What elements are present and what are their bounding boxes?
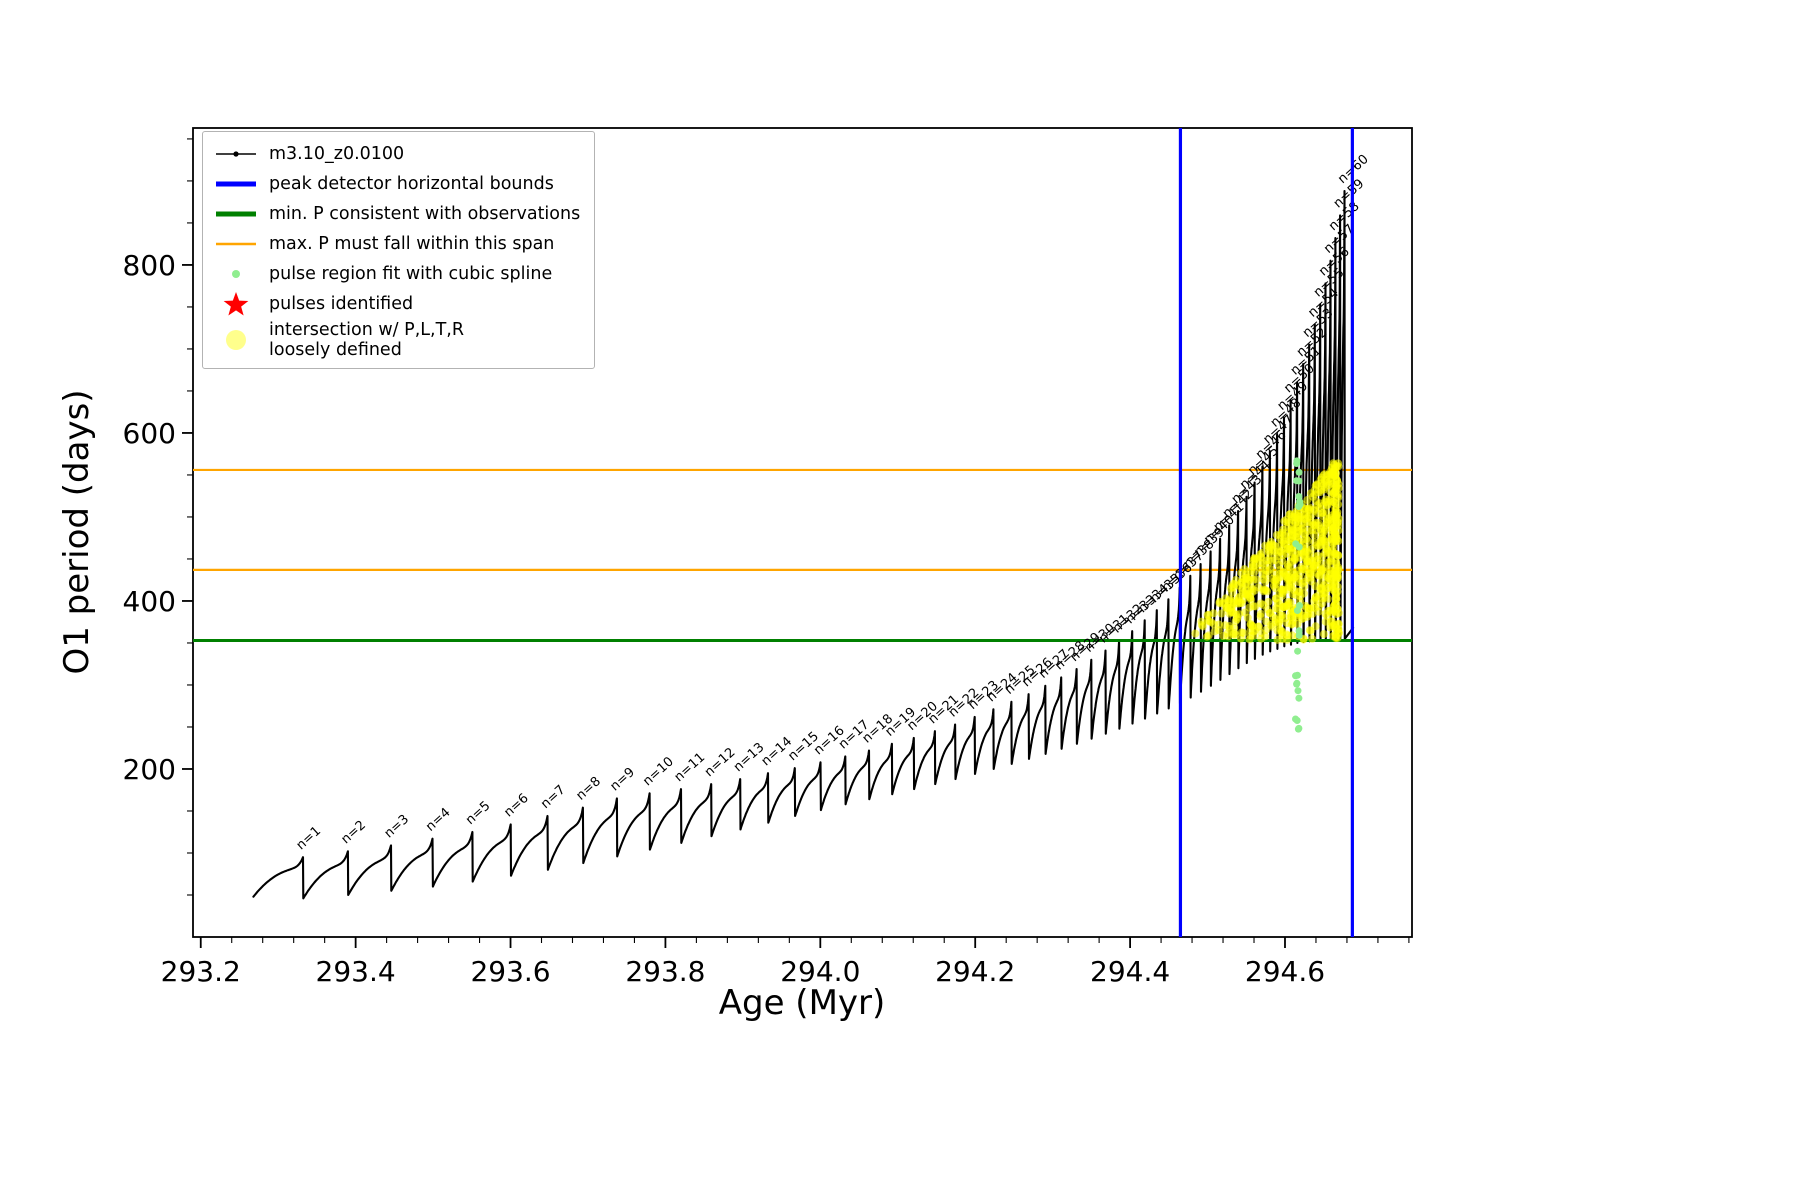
y-tick-label: 800 xyxy=(123,249,176,282)
legend-item-label: max. P must fall within this span xyxy=(269,233,555,254)
y-ticks: 200 400 600 800 xyxy=(123,138,193,896)
pulse-star-icon xyxy=(213,290,259,318)
legend-item: max. P must fall within this span xyxy=(213,230,580,258)
legend-item-label: m3.10_z0.0100 xyxy=(269,143,405,164)
overlay-blue-lines xyxy=(1178,128,1354,937)
pulse-label: n=6 xyxy=(501,791,531,820)
overlay-spline-scatter xyxy=(1292,457,1304,733)
x-tick-label: 294.4 xyxy=(1090,955,1170,988)
x-tick-label: 293.2 xyxy=(161,955,241,988)
pulse-label: n=7 xyxy=(538,782,568,811)
pulse-label: n=4 xyxy=(423,805,453,834)
spline-dot-icon xyxy=(213,260,259,288)
x-tick-label: 293.6 xyxy=(470,955,550,988)
x-tick-label: 293.4 xyxy=(316,955,396,988)
overlay-yellow-scatter xyxy=(1191,459,1343,644)
legend-item: pulses identified xyxy=(213,290,580,318)
y-tick-label: 200 xyxy=(123,753,176,786)
legend-item: peak detector horizontal bounds xyxy=(213,170,580,198)
min-period-line-icon xyxy=(213,200,259,228)
x-tick-label: 294.2 xyxy=(935,955,1015,988)
series-line-icon xyxy=(213,140,259,168)
legend-item: m3.10_z0.0100 xyxy=(213,140,580,168)
legend-item-label: peak detector horizontal bounds xyxy=(269,173,554,194)
legend-item: min. P consistent with observations xyxy=(213,200,580,228)
pulse-label: n=1 xyxy=(294,824,324,853)
pulse-label: n=10 xyxy=(640,754,677,789)
axes-frame xyxy=(192,127,1413,938)
legend-item-label: intersection w/ P,L,T,R loosely defined xyxy=(269,320,464,361)
pulse-label: n=8 xyxy=(574,774,604,803)
max-span-line-icon xyxy=(213,230,259,258)
legend-item: pulse region fit with cubic spline xyxy=(213,260,580,288)
x-tick-label: 294.0 xyxy=(780,955,860,988)
pulse-label: n=9 xyxy=(608,765,638,794)
bounds-line-icon xyxy=(213,170,259,198)
pulse-label: n=2 xyxy=(339,818,369,847)
x-ticks: 293.2 293.4 293.6 293.8 294.0 294.2 294.4 294.6 xyxy=(161,937,1410,988)
y-axis-label: O1 period (days) xyxy=(57,389,97,674)
intersection-circle-icon xyxy=(213,326,259,354)
y-tick-label: 600 xyxy=(123,417,176,450)
pulse-label: n=5 xyxy=(463,798,493,827)
overlay-orange-lines xyxy=(193,468,1412,571)
x-tick-label: 293.8 xyxy=(625,955,705,988)
y-tick-label: 400 xyxy=(123,585,176,618)
legend-item-label: pulses identified xyxy=(269,293,414,314)
x-axis-label: Age (Myr) xyxy=(719,983,886,1023)
x-tick-label: 294.6 xyxy=(1245,955,1325,988)
legend-item-label: pulse region fit with cubic spline xyxy=(269,263,553,284)
pulse-label: n=3 xyxy=(382,812,412,841)
legend-item: intersection w/ P,L,T,R loosely defined xyxy=(213,320,580,360)
legend-item-label: min. P consistent with observations xyxy=(269,203,581,224)
